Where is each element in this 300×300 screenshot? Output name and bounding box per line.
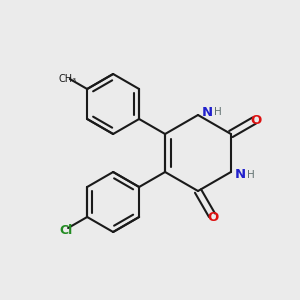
Text: H: H: [214, 107, 222, 117]
Text: O: O: [251, 114, 262, 127]
Text: O: O: [207, 211, 219, 224]
Text: N: N: [234, 169, 245, 182]
Text: H: H: [247, 170, 255, 180]
Text: CH₃: CH₃: [59, 74, 77, 84]
Text: N: N: [201, 106, 213, 118]
Text: Cl: Cl: [59, 224, 73, 236]
